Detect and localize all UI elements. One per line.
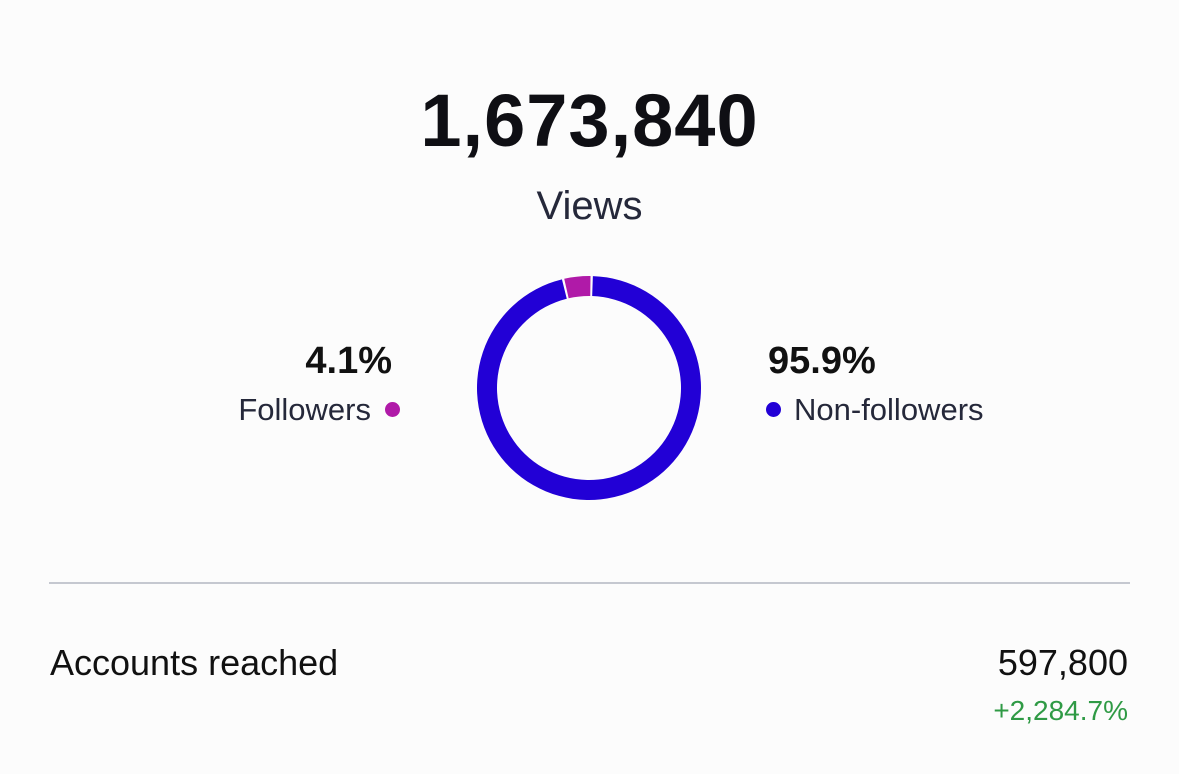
followers-segment — [564, 276, 591, 299]
non-followers-label: Non-followers — [794, 392, 984, 427]
views-label: Views — [536, 184, 643, 228]
non-followers-legend: Non-followers — [766, 394, 984, 425]
followers-legend: Followers — [238, 394, 400, 425]
followers-dot-icon — [385, 402, 400, 417]
accounts-reached-value: 597,800 — [997, 642, 1128, 683]
non-followers-percent: 95.9% — [768, 340, 876, 382]
followers-percent: 4.1% — [305, 340, 392, 382]
accounts-reached-change: +2,284.7% — [993, 695, 1128, 726]
section-divider — [49, 582, 1130, 584]
followers-label: Followers — [238, 392, 371, 427]
views-donut-chart — [477, 276, 701, 500]
accounts-reached-label: Accounts reached — [50, 642, 339, 683]
total-views: 1,673,840 — [420, 79, 759, 162]
non-followers-dot-icon — [766, 402, 781, 417]
non-followers-segment — [477, 276, 701, 500]
